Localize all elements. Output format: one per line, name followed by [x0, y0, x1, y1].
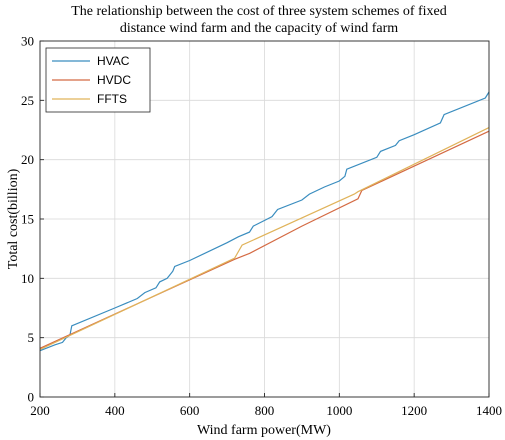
x-tick-label: 1400 [476, 403, 502, 418]
y-tick-label: 30 [21, 34, 34, 49]
chart-title-line-1: The relationship between the cost of thr… [71, 4, 447, 19]
x-tick-label: 1200 [401, 403, 427, 418]
y-axis-label: Total cost(billion) [6, 168, 21, 269]
x-tick-label: 400 [105, 403, 125, 418]
series-lines [39, 91, 490, 352]
x-axis-label: Wind farm power(MW) [197, 423, 331, 438]
x-tick-label: 600 [180, 403, 200, 418]
y-tick-label: 15 [21, 212, 34, 227]
x-tick-label: 1000 [326, 403, 352, 418]
x-tick-label: 800 [255, 403, 275, 418]
y-tick-label: 25 [21, 93, 34, 108]
legend-label-ffts: FFTS [97, 92, 127, 106]
legend-label-hvac: HVAC [97, 54, 130, 68]
y-tick-label: 10 [21, 271, 34, 286]
x-tick-label: 200 [30, 403, 50, 418]
series-line-hvac [39, 91, 490, 352]
y-tick-label: 0 [28, 390, 35, 405]
series-line-ffts [39, 127, 490, 351]
chart-title-line-2: distance wind farm and the capacity of w… [120, 21, 398, 36]
legend: HVAC HVDC FFTS [45, 47, 151, 113]
y-tick-label: 5 [28, 330, 35, 345]
axis-ticks: 200 400 600 800 1000 1200 1400 0 5 10 15 20 25 30 [21, 34, 502, 419]
y-tick-label: 20 [21, 152, 34, 167]
legend-label-hvdc: HVDC [97, 73, 131, 87]
plot-frame [39, 40, 490, 398]
